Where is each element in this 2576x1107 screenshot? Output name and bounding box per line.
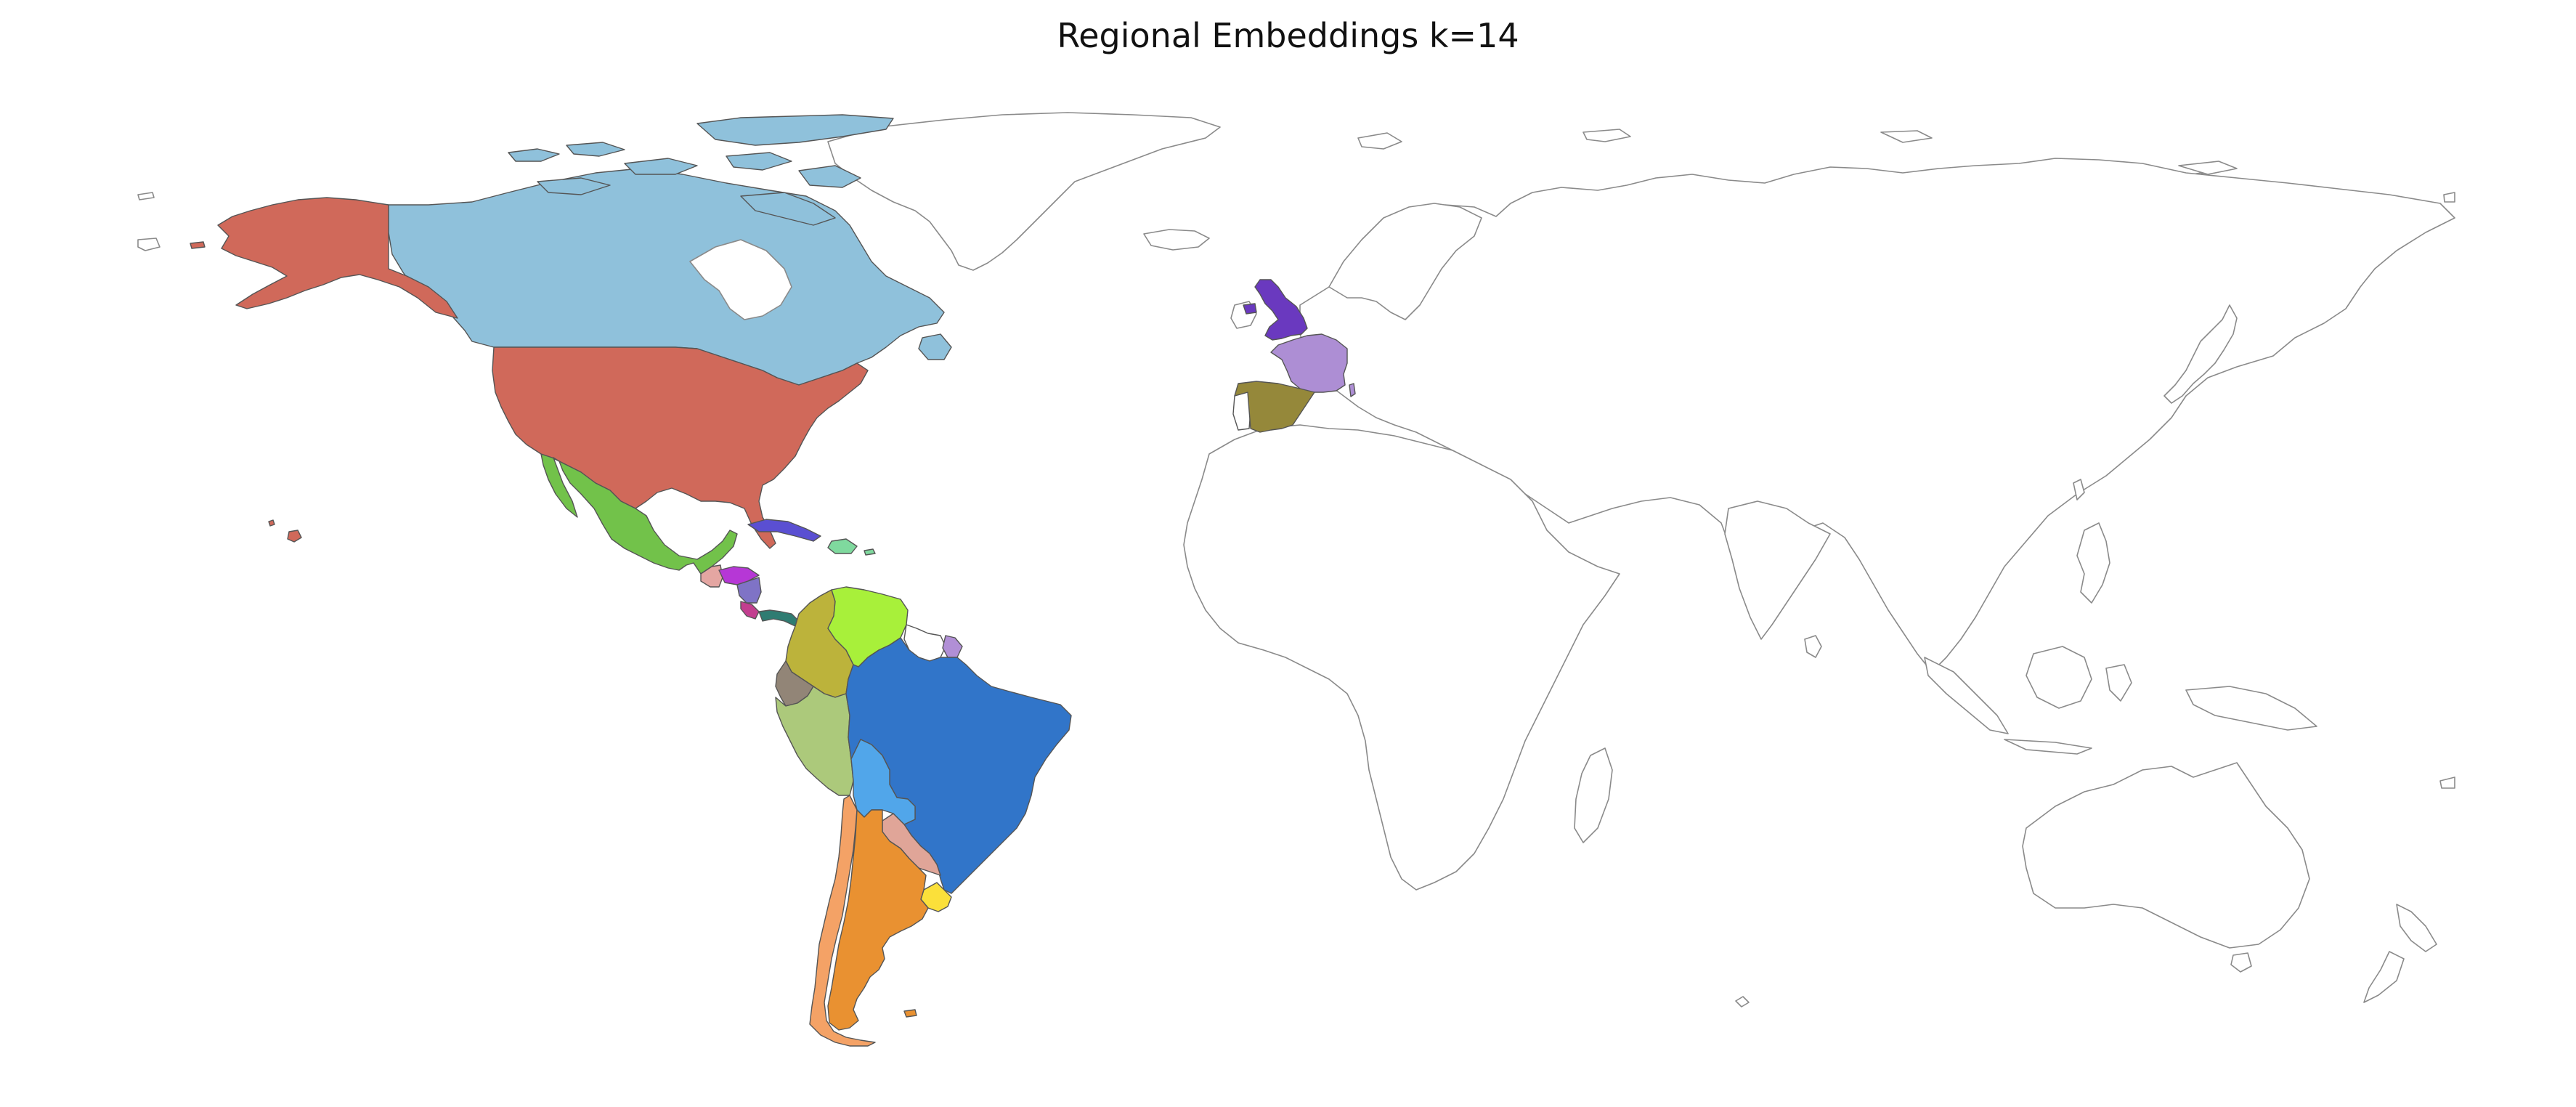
arctic-island-outline <box>2178 161 2238 175</box>
argentina-region <box>827 809 929 1031</box>
java-outline <box>2004 739 2092 755</box>
pacific-island-outline <box>2439 776 2455 789</box>
madagascar-outline <box>1574 747 1613 843</box>
arctic-island-outline <box>1357 132 1402 150</box>
new-zealand-outline <box>2396 904 2437 952</box>
canada-arctic-island <box>726 152 792 171</box>
philippines-outline <box>2076 522 2110 604</box>
eurasia-outline <box>1299 158 2455 673</box>
new-zealand-outline <box>2363 951 2405 1003</box>
australia-outline <box>2022 762 2310 949</box>
newfoundland-region <box>918 333 952 360</box>
sri-lanka-outline <box>1804 635 1822 658</box>
canada-arctic-island <box>696 114 894 146</box>
canada-arctic-island <box>624 158 698 175</box>
mexico-region <box>540 453 738 575</box>
arctic-island-outline <box>1880 130 1933 143</box>
aleutian-island <box>190 241 206 249</box>
antarctic-island-outline <box>1735 996 1750 1007</box>
pacific-island-outline <box>137 192 155 200</box>
tasmania-outline <box>2230 952 2252 973</box>
canada-arctic-island <box>508 148 560 162</box>
spain-region <box>1234 381 1315 433</box>
pacific-island-outline <box>2443 192 2455 203</box>
hudson-bay-outline <box>689 239 792 320</box>
honduras-region <box>718 566 760 585</box>
arctic-island-outline <box>1582 129 1631 142</box>
corsica-region <box>1349 383 1356 397</box>
panama-region <box>758 609 800 627</box>
greenland-outline <box>827 112 1221 271</box>
canada-arctic-island <box>566 142 625 157</box>
sulawesi-outline <box>2105 664 2132 702</box>
hawaii-region <box>268 519 275 527</box>
french-guiana-region <box>942 635 963 658</box>
puerto-rico-region <box>864 548 876 556</box>
sumatra-outline <box>1924 657 2009 734</box>
uk-region <box>1243 303 1257 315</box>
hawaii-region <box>287 530 302 543</box>
hispaniola-region <box>827 538 858 554</box>
canada-arctic-island <box>740 192 836 226</box>
alaska-region <box>217 197 458 319</box>
costa-rica-region <box>740 601 760 620</box>
map-title: Regional Embeddings k=14 <box>1057 16 1519 55</box>
guatemala-region <box>700 564 723 588</box>
chile-region <box>809 795 876 1047</box>
taiwan-outline <box>2073 479 2085 500</box>
pacific-island-outline <box>137 238 161 251</box>
borneo-outline <box>2026 646 2092 709</box>
canada-arctic-island <box>537 177 611 195</box>
uk-region <box>1254 279 1308 341</box>
falklands-region <box>903 1009 917 1018</box>
scandinavia-outline <box>1328 203 1482 320</box>
france-region <box>1270 333 1348 393</box>
nicaragua-region <box>736 577 762 604</box>
iceland-outline <box>1143 229 1210 251</box>
japan-outline <box>2163 304 2238 404</box>
canada-arctic-island <box>798 165 861 188</box>
new-guinea-outline <box>2185 686 2317 731</box>
africa-outline <box>1183 424 1620 891</box>
cuba-region <box>747 519 821 542</box>
india-outline <box>1724 500 1831 640</box>
